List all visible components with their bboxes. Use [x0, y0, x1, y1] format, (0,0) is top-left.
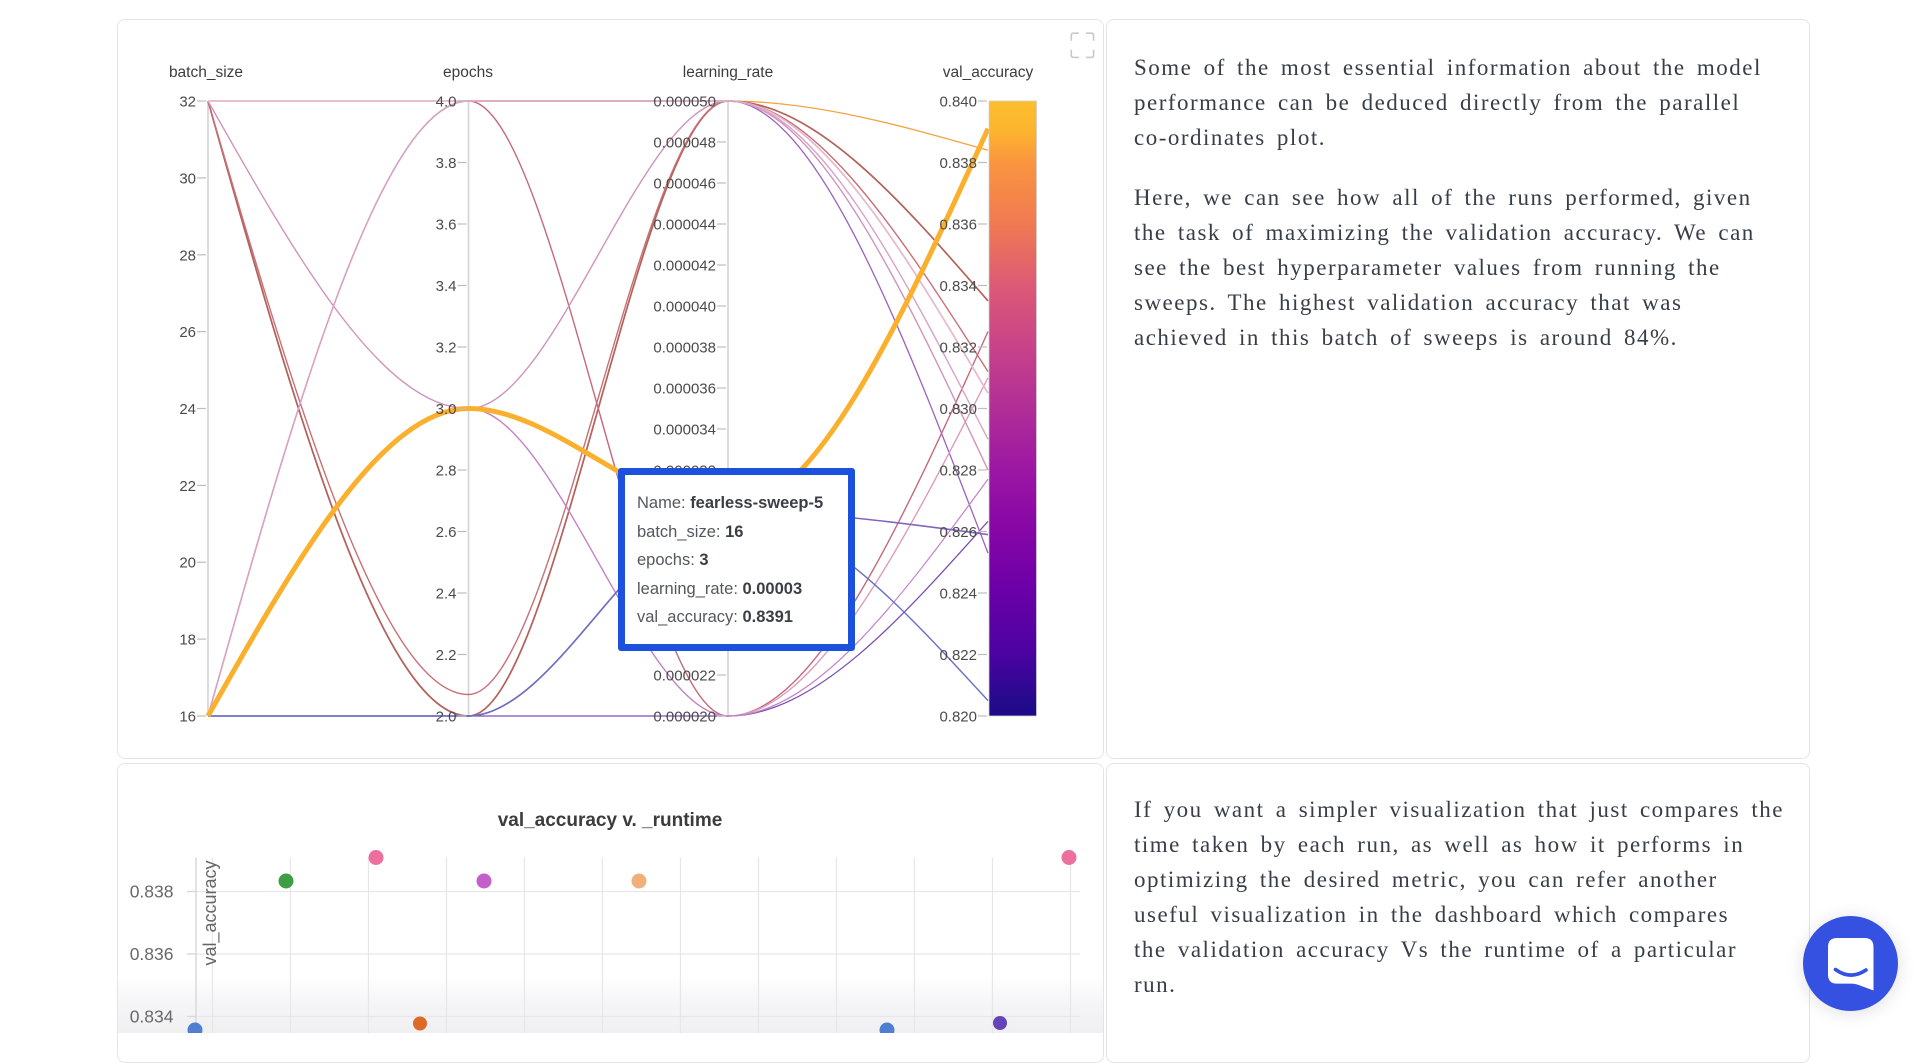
- svg-text:20: 20: [179, 555, 196, 572]
- svg-text:0.000036: 0.000036: [653, 381, 716, 398]
- svg-text:0.000040: 0.000040: [653, 299, 716, 316]
- svg-text:3.8: 3.8: [436, 155, 457, 172]
- svg-text:0.000050: 0.000050: [653, 94, 716, 111]
- svg-text:18: 18: [179, 632, 196, 649]
- svg-text:0.828: 0.828: [939, 463, 977, 480]
- svg-text:0.000022: 0.000022: [653, 668, 716, 685]
- svg-text:30: 30: [179, 170, 196, 187]
- svg-text:0.832: 0.832: [939, 340, 977, 357]
- svg-text:0.826: 0.826: [939, 524, 977, 541]
- svg-text:2.4: 2.4: [436, 586, 457, 603]
- svg-text:24: 24: [179, 401, 196, 418]
- svg-text:3.6: 3.6: [436, 217, 457, 234]
- svg-text:22: 22: [179, 478, 196, 495]
- svg-text:0.000048: 0.000048: [653, 135, 716, 152]
- svg-text:0.838: 0.838: [939, 155, 977, 172]
- svg-text:0.836: 0.836: [939, 217, 977, 234]
- svg-text:3.4: 3.4: [436, 278, 457, 295]
- svg-text:epochs: epochs: [443, 64, 493, 81]
- svg-text:16: 16: [179, 709, 196, 726]
- svg-text:3.0: 3.0: [436, 401, 457, 418]
- svg-text:0.838: 0.838: [130, 882, 174, 902]
- svg-text:2.8: 2.8: [436, 463, 457, 480]
- svg-text:learning_rate: learning_rate: [683, 64, 773, 81]
- svg-text:0.830: 0.830: [939, 401, 977, 418]
- svg-text:val_accuracy: val_accuracy: [943, 64, 1034, 81]
- svg-text:val_accuracy v. _runtime: val_accuracy v. _runtime: [498, 810, 723, 831]
- svg-text:val_accuracy: val_accuracy: [200, 860, 221, 965]
- svg-text:32: 32: [179, 94, 196, 111]
- svg-text:0.000042: 0.000042: [653, 258, 716, 275]
- svg-text:26: 26: [179, 324, 196, 341]
- svg-text:0.822: 0.822: [939, 647, 977, 664]
- svg-text:3.2: 3.2: [436, 340, 457, 357]
- svg-text:0.820: 0.820: [939, 709, 977, 726]
- svg-text:0.000046: 0.000046: [653, 176, 716, 193]
- svg-text:0.000044: 0.000044: [653, 217, 716, 234]
- svg-text:2.6: 2.6: [436, 524, 457, 541]
- svg-text:0.824: 0.824: [939, 586, 977, 603]
- svg-text:0.840: 0.840: [939, 94, 977, 111]
- svg-text:2.0: 2.0: [436, 709, 457, 726]
- svg-text:0.000034: 0.000034: [653, 422, 716, 439]
- svg-text:28: 28: [179, 247, 196, 264]
- svg-text:0.836: 0.836: [130, 944, 174, 964]
- svg-text:4.0: 4.0: [436, 94, 457, 111]
- svg-text:0.000038: 0.000038: [653, 340, 716, 357]
- svg-text:0.000020: 0.000020: [653, 709, 716, 726]
- svg-text:2.2: 2.2: [436, 647, 457, 664]
- svg-text:batch_size: batch_size: [169, 64, 243, 81]
- svg-text:0.834: 0.834: [939, 278, 977, 295]
- svg-text:0.834: 0.834: [130, 1007, 174, 1027]
